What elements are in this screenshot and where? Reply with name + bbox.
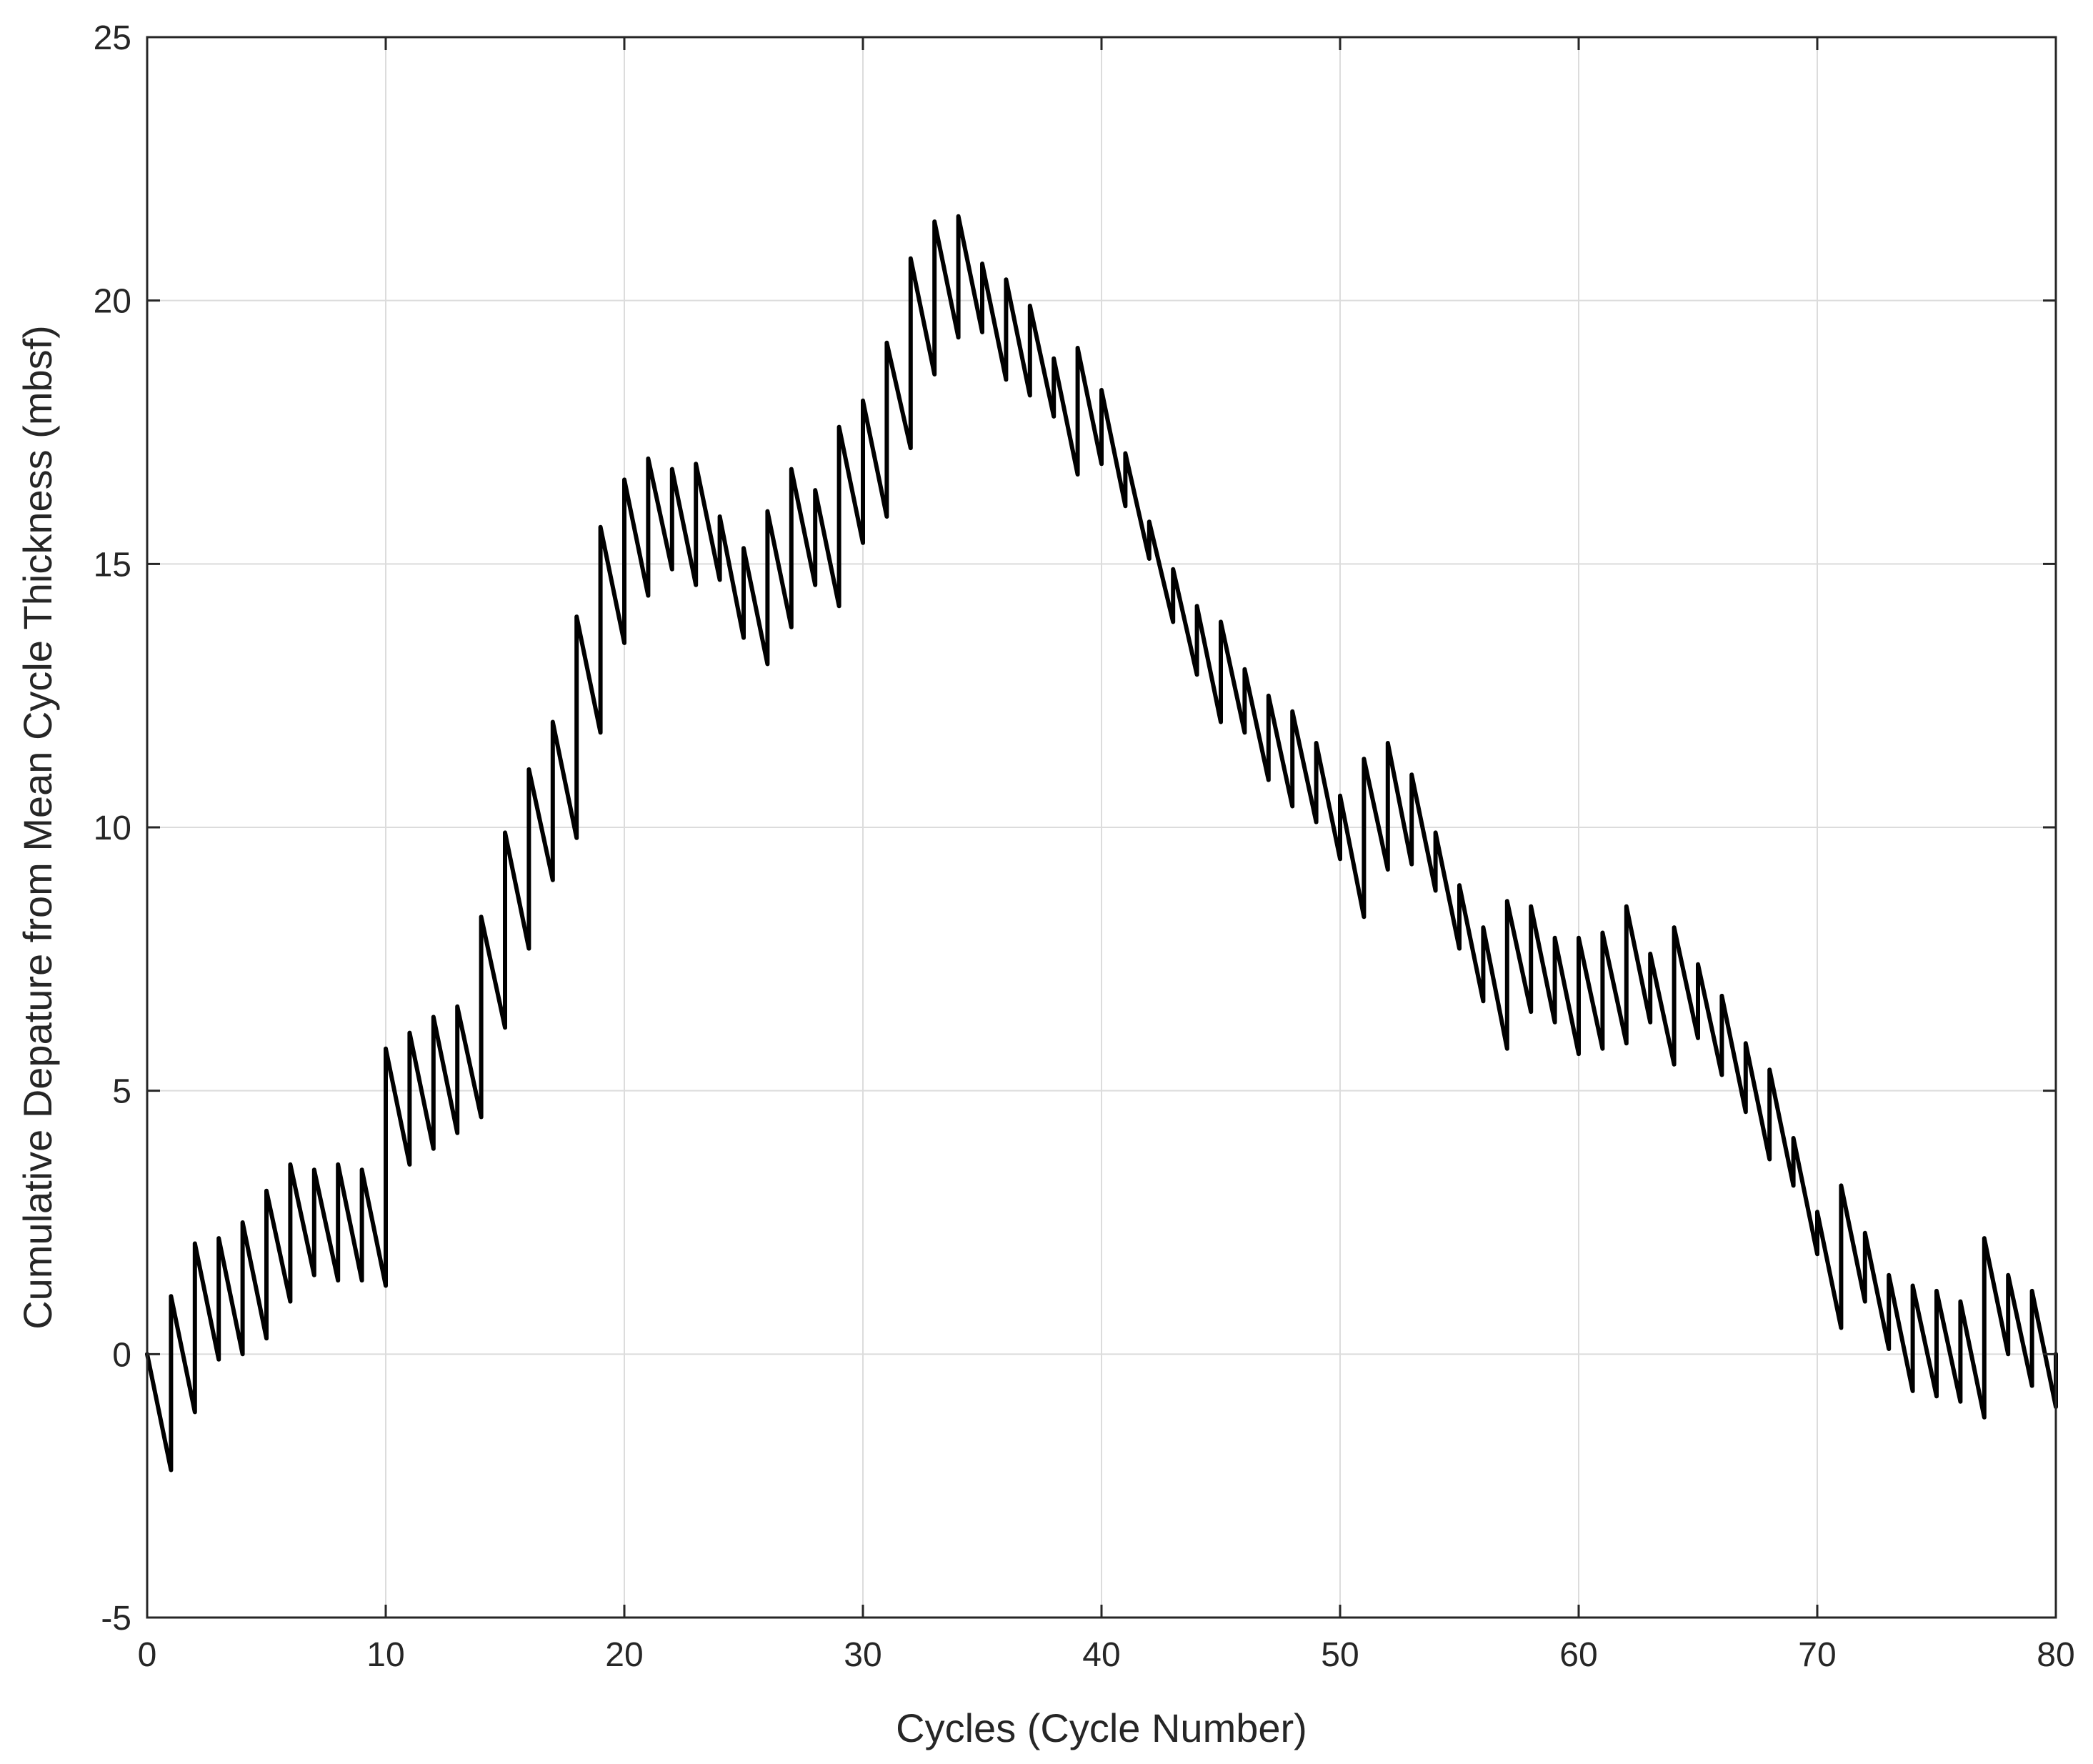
y-tick-label: 25: [94, 19, 131, 57]
y-tick-label: 20: [94, 283, 131, 321]
x-tick-label: 70: [1798, 1636, 1836, 1674]
x-tick-label: 30: [844, 1636, 881, 1674]
x-tick-label: 40: [1082, 1636, 1120, 1674]
y-tick-label: 0: [112, 1336, 131, 1374]
x-tick-label: 80: [2037, 1636, 2074, 1674]
x-tick-label: 50: [1321, 1636, 1359, 1674]
x-axis-label: Cycles (Cycle Number): [896, 1705, 1307, 1750]
series-line: [145, 214, 2058, 1473]
series-layer: [145, 214, 2058, 1473]
y-tick-label: 5: [112, 1073, 131, 1111]
y-tick-label: 15: [94, 546, 131, 584]
y-axis-label: Cumulative Depature from Mean Cycle Thic…: [15, 325, 60, 1330]
x-tick-label: 0: [138, 1636, 157, 1674]
x-tick-label: 10: [366, 1636, 404, 1674]
y-tick-label: -5: [101, 1600, 131, 1638]
x-tick-label: 20: [605, 1636, 643, 1674]
y-tick-label: 10: [94, 809, 131, 847]
x-tick-label: 60: [1559, 1636, 1597, 1674]
